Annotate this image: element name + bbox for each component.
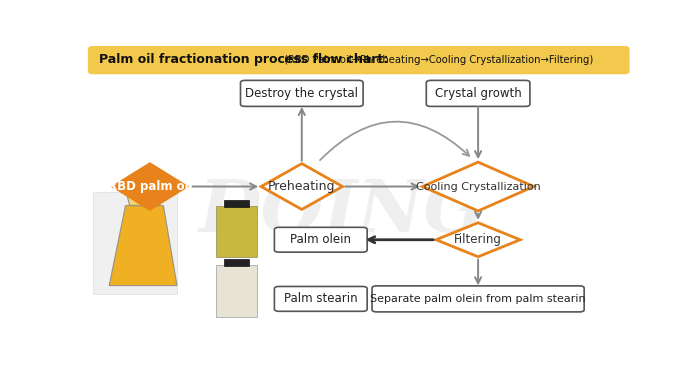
FancyBboxPatch shape: [274, 227, 368, 252]
Text: Separate palm olein from palm stearin: Separate palm olein from palm stearin: [370, 294, 586, 304]
Polygon shape: [436, 223, 520, 257]
FancyBboxPatch shape: [216, 265, 257, 317]
Text: Palm oil fractionation process flow chart:: Palm oil fractionation process flow char…: [99, 53, 388, 66]
Polygon shape: [423, 162, 533, 211]
Text: RBD palm oil: RBD palm oil: [108, 180, 192, 193]
Polygon shape: [109, 203, 177, 286]
FancyBboxPatch shape: [241, 80, 363, 106]
Text: Filtering: Filtering: [454, 233, 502, 246]
Polygon shape: [127, 194, 162, 206]
FancyBboxPatch shape: [224, 200, 248, 207]
Text: Palm olein: Palm olein: [290, 233, 351, 246]
Polygon shape: [261, 164, 342, 209]
Text: DOING: DOING: [199, 176, 486, 247]
Text: Crystal growth: Crystal growth: [435, 87, 522, 100]
Text: Destroy the crystal: Destroy the crystal: [245, 87, 358, 100]
FancyBboxPatch shape: [372, 286, 584, 312]
Text: Preheating: Preheating: [268, 180, 335, 193]
Text: Palm stearin: Palm stearin: [284, 292, 358, 305]
FancyBboxPatch shape: [224, 259, 248, 266]
Text: Cooling Crystallization: Cooling Crystallization: [416, 182, 540, 192]
Text: (RBD Palm oil→Phreheating→Cooling Crystallization→Filtering): (RBD Palm oil→Phreheating→Cooling Crysta…: [281, 55, 594, 65]
FancyBboxPatch shape: [89, 47, 629, 74]
Polygon shape: [111, 162, 189, 211]
FancyBboxPatch shape: [216, 206, 257, 258]
FancyBboxPatch shape: [274, 286, 368, 311]
FancyBboxPatch shape: [93, 192, 177, 295]
FancyBboxPatch shape: [426, 80, 530, 106]
